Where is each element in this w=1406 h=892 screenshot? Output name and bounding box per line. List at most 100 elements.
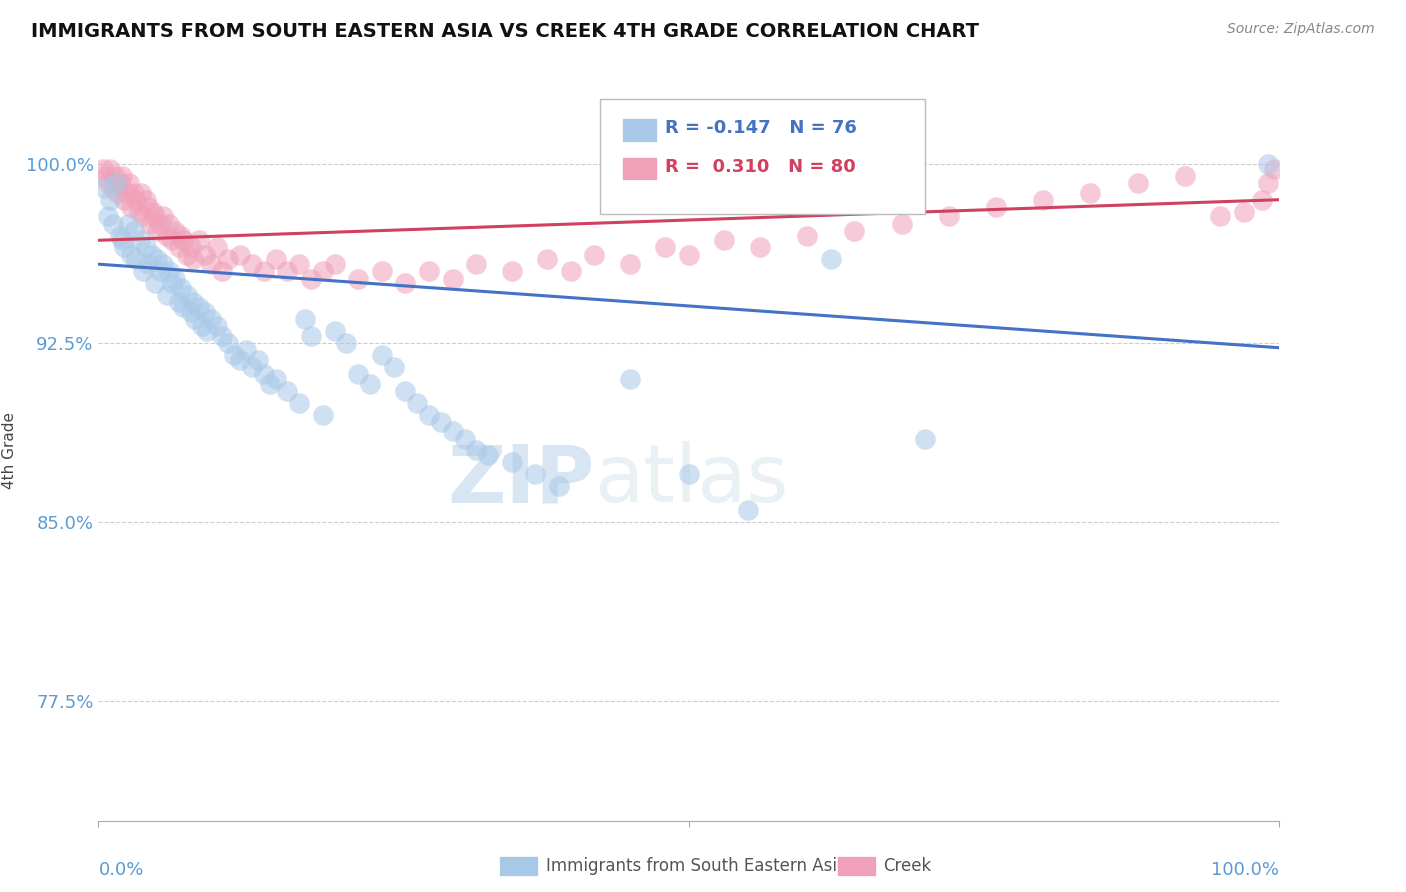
Point xyxy=(170,281,193,295)
Point xyxy=(194,247,217,261)
Point xyxy=(156,228,179,243)
Point xyxy=(678,247,700,261)
Point xyxy=(524,467,547,482)
Point xyxy=(112,240,135,254)
Point xyxy=(453,432,475,446)
Point xyxy=(323,324,346,338)
Point xyxy=(335,336,357,351)
Point xyxy=(1250,193,1272,207)
Point xyxy=(143,277,166,291)
Point xyxy=(146,224,169,238)
Point xyxy=(149,264,172,278)
Point xyxy=(371,264,394,278)
Point xyxy=(101,180,124,194)
Point xyxy=(211,264,233,278)
Point xyxy=(371,348,394,362)
Bar xyxy=(621,118,657,142)
Point xyxy=(211,328,233,343)
Point xyxy=(560,264,582,278)
Point xyxy=(122,186,145,200)
FancyBboxPatch shape xyxy=(600,99,925,213)
Point xyxy=(94,169,117,183)
Text: 0.0%: 0.0% xyxy=(98,862,143,880)
Point xyxy=(205,319,228,334)
Point xyxy=(844,224,866,238)
Point xyxy=(104,169,127,183)
Point xyxy=(406,395,429,409)
Point xyxy=(441,425,464,439)
Point xyxy=(136,200,159,214)
Point xyxy=(142,204,165,219)
Text: R =  0.310   N = 80: R = 0.310 N = 80 xyxy=(665,158,856,176)
Point xyxy=(299,328,322,343)
Point xyxy=(501,455,523,469)
Point xyxy=(121,200,143,214)
Point xyxy=(115,186,138,200)
Point xyxy=(172,300,194,314)
Point xyxy=(132,210,155,224)
Point xyxy=(176,247,198,261)
Point xyxy=(108,228,131,243)
Point xyxy=(548,479,571,493)
Point xyxy=(170,228,193,243)
Point xyxy=(430,415,453,429)
Point xyxy=(125,193,148,207)
Point xyxy=(187,233,209,247)
Point xyxy=(259,376,281,391)
Point xyxy=(118,176,141,190)
Point xyxy=(654,240,676,254)
Text: IMMIGRANTS FROM SOUTH EASTERN ASIA VS CREEK 4TH GRADE CORRELATION CHART: IMMIGRANTS FROM SOUTH EASTERN ASIA VS CR… xyxy=(31,22,979,41)
Point xyxy=(157,217,180,231)
Point xyxy=(276,384,298,398)
Point xyxy=(141,247,163,261)
Point xyxy=(1032,193,1054,207)
Point xyxy=(200,312,222,326)
Point xyxy=(176,288,198,302)
Point xyxy=(181,252,204,267)
Point xyxy=(235,343,257,358)
Point xyxy=(139,217,162,231)
Point xyxy=(217,252,239,267)
Point xyxy=(713,233,735,247)
Point xyxy=(477,448,499,462)
Point xyxy=(160,277,183,291)
Point xyxy=(97,210,120,224)
Point xyxy=(105,186,128,200)
Point xyxy=(184,312,207,326)
Point xyxy=(619,257,641,271)
Point xyxy=(129,186,152,200)
Text: R = -0.147   N = 76: R = -0.147 N = 76 xyxy=(665,120,858,137)
Point xyxy=(180,305,202,319)
Point xyxy=(253,264,276,278)
Point xyxy=(165,271,187,285)
Point xyxy=(264,372,287,386)
Point xyxy=(246,352,269,367)
Point xyxy=(117,217,139,231)
Point xyxy=(135,240,157,254)
Point xyxy=(105,176,128,190)
Point xyxy=(441,271,464,285)
Point xyxy=(890,217,912,231)
Point xyxy=(200,257,222,271)
Point xyxy=(108,176,131,190)
Point xyxy=(914,432,936,446)
Point xyxy=(121,247,143,261)
Point xyxy=(347,367,370,381)
Point xyxy=(167,240,190,254)
Point xyxy=(160,233,183,247)
Point xyxy=(938,210,960,224)
Text: ZIP: ZIP xyxy=(447,441,595,519)
Point xyxy=(288,257,311,271)
Bar xyxy=(621,156,657,180)
Point xyxy=(1257,176,1279,190)
Point xyxy=(180,240,202,254)
Point xyxy=(128,233,150,247)
Point xyxy=(1080,186,1102,200)
Point xyxy=(195,324,218,338)
Point xyxy=(136,257,159,271)
Point xyxy=(312,408,335,422)
Point xyxy=(796,228,818,243)
Point xyxy=(217,336,239,351)
Point xyxy=(224,348,246,362)
Point xyxy=(418,408,440,422)
